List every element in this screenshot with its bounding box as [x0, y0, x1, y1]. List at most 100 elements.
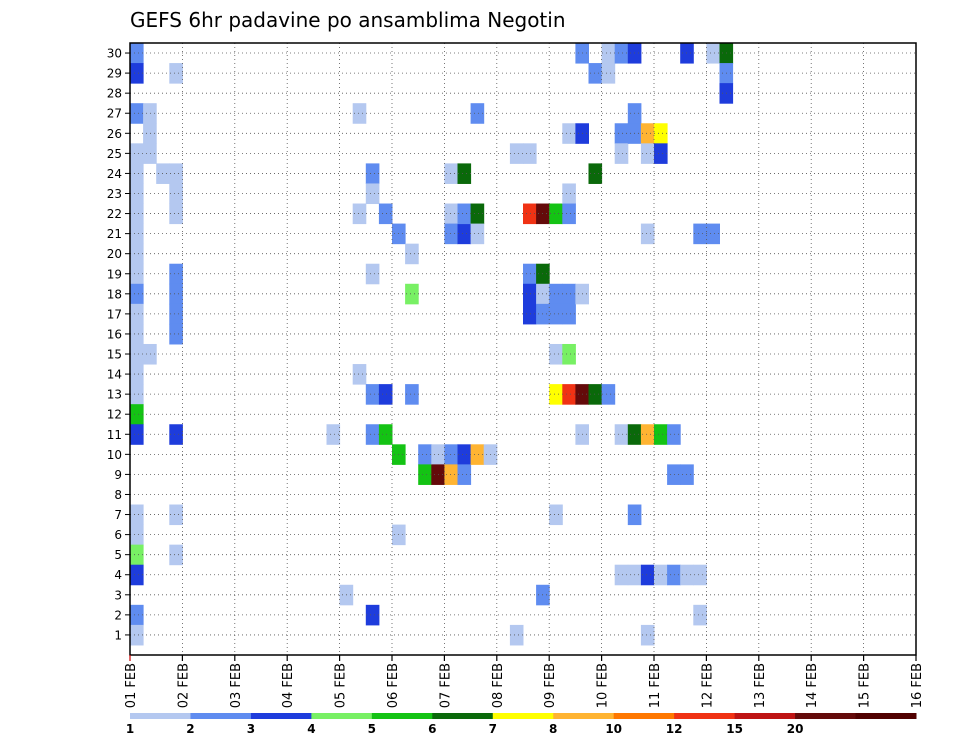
y-tick-label: 13: [107, 388, 122, 402]
legend-label: 8: [549, 722, 557, 736]
heatmap-cell: [549, 303, 563, 325]
legend-label: 10: [605, 722, 622, 736]
heatmap-cell: [457, 203, 472, 225]
heatmap-cell: [457, 223, 472, 245]
legend-label: 15: [726, 722, 743, 736]
heatmap-cell: [509, 624, 524, 646]
heatmap-cell: [706, 43, 720, 64]
legend-swatch: [492, 713, 554, 719]
color-legend: 1 2 3 4 5 6 7 8 10 12 15 20: [126, 713, 917, 736]
heatmap-cell: [130, 624, 144, 646]
heatmap-cell: [614, 43, 629, 64]
heatmap-cell: [640, 564, 655, 586]
heatmap-cell: [457, 444, 472, 465]
heatmap-cell: [654, 424, 668, 445]
heatmap-cell: [654, 143, 668, 164]
x-tick-label: 15 FEB: [858, 663, 873, 708]
heatmap-cell: [562, 384, 576, 405]
x-tick-label: 03 FEB: [229, 663, 244, 708]
heatmap-cell: [169, 283, 183, 305]
legend-label: 5: [368, 722, 376, 736]
x-tick-label: 12 FEB: [700, 663, 715, 708]
heatmap-cell: [523, 263, 537, 285]
heatmap-cell: [143, 123, 157, 144]
heatmap-cell: [169, 323, 183, 345]
heatmap-cell: [444, 464, 458, 485]
x-tick-label: 14 FEB: [805, 663, 820, 708]
heatmap-cell: [130, 243, 144, 265]
y-tick-label: 18: [107, 287, 122, 301]
heatmap-cell: [378, 384, 393, 405]
heatmap-cell: [130, 143, 144, 164]
y-tick-label: 17: [107, 307, 122, 321]
heatmap-cell: [169, 544, 183, 566]
heatmap-cell: [706, 223, 720, 245]
y-axis: 1234567891011121314151617181920212223242…: [107, 47, 130, 642]
heatmap-cell: [693, 604, 707, 626]
y-tick-label: 25: [107, 147, 122, 161]
heatmap-cell: [523, 203, 537, 225]
heatmap-cell: [418, 464, 432, 485]
heatmap-cell: [549, 203, 563, 225]
y-tick-label: 8: [114, 488, 122, 502]
heatmap-cell: [693, 564, 707, 586]
heatmap-cell: [470, 444, 485, 465]
heatmap-cell: [654, 123, 668, 144]
heatmap-cell: [143, 143, 157, 164]
heatmap-cell: [365, 384, 380, 405]
legend-label: 12: [666, 722, 683, 736]
y-tick-label: 12: [107, 408, 122, 422]
heatmap-cell: [130, 604, 144, 626]
heatmap-cell: [640, 143, 655, 164]
heatmap-cell: [130, 103, 144, 124]
x-tick-label: 10 FEB: [596, 663, 611, 708]
heatmap-cell: [601, 43, 616, 64]
heatmap-cell: [614, 424, 629, 445]
heatmap-cell: [614, 143, 629, 164]
heatmap-cell: [640, 624, 655, 646]
heatmap-cell: [640, 123, 655, 144]
legend-label: 7: [489, 722, 497, 736]
heatmap-cell: [444, 203, 458, 225]
legend-swatch: [734, 713, 796, 719]
heatmap-cell: [457, 163, 472, 184]
y-tick-label: 23: [107, 187, 122, 201]
heatmap-cell: [470, 223, 485, 245]
grid-layer: [130, 43, 916, 655]
y-tick-label: 27: [107, 107, 122, 121]
heatmap-cell: [130, 343, 144, 365]
legend-swatch: [311, 713, 373, 719]
heatmap-cell: [562, 303, 576, 325]
heatmap-cell: [405, 243, 419, 265]
legend-label: 6: [428, 722, 436, 736]
heatmap-cell: [667, 424, 681, 445]
heatmap-cell: [444, 163, 458, 184]
heatmap-cell: [130, 203, 144, 225]
x-tick-label: 05 FEB: [334, 663, 349, 708]
legend-label: 4: [307, 722, 315, 736]
y-tick-label: 6: [114, 528, 122, 542]
y-tick-label: 7: [114, 508, 122, 522]
heatmap-cell: [169, 203, 183, 225]
y-tick-label: 1: [114, 628, 122, 642]
legend-swatch: [371, 713, 433, 719]
x-tick-label: 07 FEB: [438, 663, 453, 708]
y-tick-label: 28: [107, 87, 122, 101]
heatmap-cell: [130, 183, 144, 205]
heatmap-cell: [549, 343, 563, 365]
heatmap-cell: [549, 384, 563, 405]
y-tick-label: 16: [107, 327, 122, 341]
x-tick-label: 11 FEB: [648, 663, 663, 708]
y-tick-label: 21: [107, 227, 122, 241]
heatmap-cell: [405, 384, 419, 405]
heatmap-cell: [640, 424, 655, 445]
heatmap-cell: [523, 283, 537, 305]
heatmap-cell: [130, 283, 144, 305]
heatmap-cell: [523, 143, 537, 164]
x-tick-label: 06 FEB: [386, 663, 401, 708]
y-tick-label: 9: [114, 468, 122, 482]
heatmap-cell: [378, 424, 393, 445]
heatmap-cell: [130, 364, 144, 385]
legend-label: 2: [186, 722, 194, 736]
